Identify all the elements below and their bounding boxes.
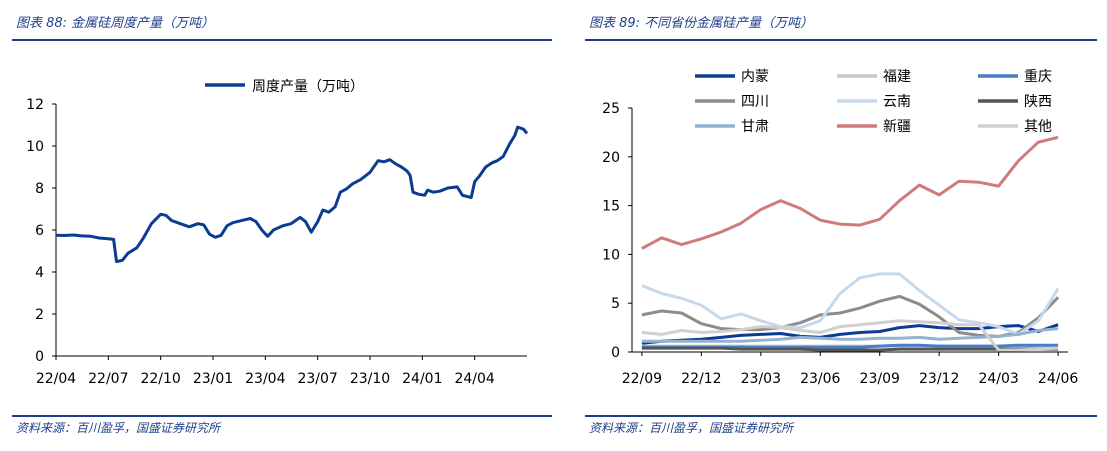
source-note: 资料来源：百川盈孚，国盛证券研究所 (16, 421, 221, 435)
source-rule (585, 415, 1097, 417)
y-tick-label: 10 (26, 139, 44, 155)
legend-label: 周度产量（万吨） (252, 79, 364, 95)
y-tick-label: 0 (35, 349, 44, 365)
x-tick-label: 22/09 (622, 371, 662, 387)
x-tick-label: 22/12 (681, 371, 721, 387)
y-tick-label: 4 (35, 265, 44, 281)
x-tick-label: 23/04 (245, 371, 285, 387)
x-tick-label: 23/12 (919, 371, 959, 387)
y-tick-label: 12 (26, 97, 44, 113)
x-tick-label: 23/03 (741, 371, 781, 387)
x-tick-label: 22/04 (36, 371, 76, 387)
x-tick-label: 23/06 (800, 371, 840, 387)
title-rule (585, 39, 1097, 41)
y-tick-label: 5 (611, 296, 620, 312)
legend-label-0: 内蒙 (741, 69, 769, 85)
x-tick-label: 24/04 (454, 371, 494, 387)
y-tick-label: 2 (35, 307, 44, 323)
legend-label-5: 陕西 (1024, 94, 1052, 110)
x-tick-label: 23/10 (350, 371, 390, 387)
y-tick-label: 10 (602, 247, 620, 263)
series-line-weekly-production (55, 125, 529, 263)
figure-title-89: 图表 89: 不同省份金属硅产量（万吨） (589, 16, 814, 31)
x-tick-label: 23/09 (860, 371, 900, 387)
x-tick-label: 24/03 (978, 371, 1018, 387)
title-rule (12, 39, 552, 41)
legend-label-7: 新疆 (883, 119, 911, 135)
series-line-8 (641, 319, 1059, 352)
left-panel: 图表 88: 金属硅周度产量（万吨） 0 2 4 6 8 10 12 22/04 22/07 22… (12, 0, 552, 451)
legend-label-3: 四川 (741, 94, 769, 110)
series-line-7 (641, 135, 1059, 250)
y-tick-label: 15 (602, 199, 620, 215)
province-production-chart: 0 5 10 15 20 25 22/09 22/12 23/03 23/06 23/09 23/12… (602, 69, 1078, 387)
weekly-production-chart: 0 2 4 6 8 10 12 22/04 22/07 22/10 23/01 23/04 23/07 2… (26, 79, 529, 387)
figure-title-88: 图表 88: 金属硅周度产量（万吨） (16, 16, 215, 31)
legend-label-4: 云南 (883, 94, 911, 110)
series-line-4 (641, 272, 1060, 336)
x-tick-label: 24/06 (1038, 371, 1078, 387)
series-line-3 (641, 294, 1060, 338)
legend-label-2: 重庆 (1024, 69, 1052, 85)
series-line-0 (641, 323, 1059, 345)
legend-label-8: 其他 (1024, 119, 1052, 135)
x-tick-label: 22/07 (88, 371, 128, 387)
source-rule (12, 415, 552, 417)
x-tick-label: 23/01 (193, 371, 233, 387)
y-tick-label: 20 (602, 150, 620, 166)
source-note: 资料来源：百川盈孚，国盛证券研究所 (589, 421, 794, 435)
y-tick-label: 25 (602, 101, 620, 117)
x-tick-label: 23/07 (297, 371, 337, 387)
series-line-5 (641, 346, 1059, 352)
y-tick-label: 6 (35, 223, 44, 239)
x-tick-label: 24/01 (402, 371, 442, 387)
legend-label-6: 甘肃 (741, 119, 769, 135)
legend-label-1: 福建 (883, 69, 911, 85)
x-tick-label: 22/10 (140, 371, 180, 387)
right-panel: 图表 89: 不同省份金属硅产量（万吨） 0 5 10 15 20 25 22/09 22/1… (585, 0, 1097, 451)
y-tick-label: 8 (35, 181, 44, 197)
y-tick-label: 0 (611, 345, 620, 361)
